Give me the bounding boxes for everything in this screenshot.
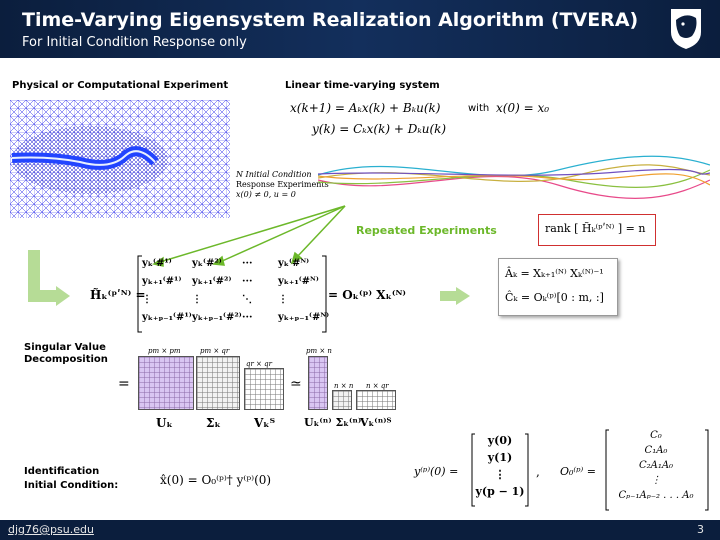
response-curves: [318, 155, 710, 199]
ystack-entry: y(1): [487, 451, 513, 464]
o0-entry: C₁A₀: [644, 445, 668, 456]
hankel-rhs: = Oₖ⁽ᵖ⁾ Xₖ⁽ᴺ⁾: [328, 288, 406, 302]
estimates-box: Âₖ = Xₖ₊₁⁽ᴺ⁾ Xₖ⁽ᴺ⁾⁻¹ Ĉₖ = Oₖ⁽ᵖ⁾[0 : m, :…: [498, 258, 618, 316]
hankel-matrix: yₖ⁽#¹⁾ yₖ⁽#²⁾ ··· yₖ⁽#ᴺ⁾ yₖ₊₁⁽#¹⁾ yₖ₊₁⁽#²⁾ ···…: [142, 258, 329, 332]
hankel-cell: ···: [242, 258, 253, 269]
dim-v: qr × qr: [246, 360, 272, 368]
output-equation: y(k) = Cₖx(k) + Dₖu(k): [312, 122, 447, 136]
o0-entry: ⋮: [651, 475, 661, 486]
footer-bar: djg76@psu.edu 3: [0, 520, 720, 540]
hankel-cell: yₖ⁽#ᴺ⁾: [278, 258, 310, 269]
un-sigman-label: Uₖ⁽ⁿ⁾ Σₖ⁽ⁿ⁾: [304, 416, 362, 429]
un-matrix-grid: [308, 356, 328, 410]
svd-heading-line2: Decomposition: [24, 354, 108, 365]
hankel-cell: yₖ₊₁⁽#²⁾: [192, 276, 232, 287]
initial-condition-equation: x(0) = x₀: [496, 101, 550, 115]
title-bar: Time-Varying Eigensystem Realization Alg…: [0, 0, 720, 58]
dim-u: pm × pm: [148, 347, 181, 355]
hankel-cell: yₖ⁽#²⁾: [192, 258, 222, 269]
ident-heading-line1: Identification: [24, 466, 100, 477]
hankel-brackets: [137, 255, 327, 333]
ystack-entry: ⋮: [494, 468, 506, 481]
ystack-lhs: y⁽ᵖ⁾(0) =: [414, 465, 459, 478]
dim-sigma: pm × qr: [200, 347, 230, 355]
svd-heading-line1: Singular Value: [24, 342, 106, 353]
ident-heading-line2: Initial Condition:: [24, 480, 119, 491]
experiments-line2: Response Experiments: [236, 180, 329, 189]
hankel-lhs: H̃ₖ⁽ᵖʹᴺ⁾ =: [90, 288, 146, 302]
u-label: Uₖ: [156, 416, 173, 430]
hankel-cell: yₖ₊₁⁽#ᴺ⁾: [278, 276, 319, 287]
hankel-cell: ⋮: [192, 294, 202, 305]
hankel-cell: ⋮: [278, 294, 288, 305]
ystack-comma: ,: [536, 465, 540, 479]
experiments-line3: x(0) ≠ 0, u = 0: [236, 190, 296, 199]
hankel-cell: yₖ₊ₚ₋₁⁽#ᴺ⁾: [278, 312, 330, 323]
o0-brackets: [605, 429, 709, 511]
dim-vn: n × qr: [366, 382, 389, 390]
hankel-cell: ⋮: [142, 294, 152, 305]
o0-entry: Cₚ₋₁Aₚ₋₂ . . . A₀: [618, 490, 694, 501]
o0-lhs: O₀⁽ᵖ⁾ =: [560, 465, 596, 478]
vn-label: Vₖ⁽ⁿ⁾ᵀ: [360, 416, 392, 429]
o0-vector: C₀ C₁A₀ C₂A₁A₀ ⋮ Cₚ₋₁Aₚ₋₂ . . . A₀: [608, 430, 704, 510]
hankel-cell: yₖ⁽#¹⁾: [142, 258, 172, 269]
hankel-cell: yₖ₊ₚ₋₁⁽#¹⁾: [142, 312, 192, 323]
o0-entry: C₂A₁A₀: [638, 460, 674, 471]
u-matrix-grid: [138, 356, 194, 410]
ystack-entry: y(p − 1): [475, 485, 525, 498]
x0-hat-equation: x̂(0) = O₀⁽ᵖ⁾† y⁽ᵖ⁾(0): [160, 473, 272, 487]
svd-approx: ≃: [290, 376, 302, 392]
v-matrix-grid: [244, 368, 284, 410]
vn-matrix-grid: [356, 390, 396, 410]
experiments-line1: N Initial Condition: [236, 170, 312, 179]
svd-equals: =: [118, 376, 130, 392]
v-label: Vₖᵀ: [254, 416, 276, 430]
a-hat-equation: Âₖ = Xₖ₊₁⁽ᴺ⁾ Xₖ⁽ᴺ⁾⁻¹: [505, 267, 604, 280]
sigma-matrix-grid: [196, 356, 240, 410]
hankel-cell: yₖ₊₁⁽#¹⁾: [142, 276, 182, 287]
hankel-cell: ···: [242, 312, 253, 323]
ystack-brackets: [471, 433, 529, 507]
dim-un: pm × n: [306, 347, 332, 355]
system-heading: Linear time-varying system: [285, 80, 440, 91]
slide-title: Time-Varying Eigensystem Realization Alg…: [22, 9, 639, 31]
sigma-label: Σₖ: [206, 416, 221, 430]
hankel-cell: ⋱: [242, 294, 252, 305]
hankel-cell: ···: [242, 276, 253, 287]
o0-entry: C₀: [650, 430, 662, 441]
hankel-cell: yₖ₊ₚ₋₁⁽#²⁾: [192, 312, 242, 323]
c-hat-equation: Ĉₖ = Oₖ⁽ᵖ⁾[0 : m, :]: [505, 291, 604, 304]
sigman-matrix-grid: [332, 390, 352, 410]
with-label: with: [468, 103, 490, 114]
experiment-heading: Physical or Computational Experiment: [12, 80, 229, 91]
author-email-link[interactable]: djg76@psu.edu: [8, 523, 94, 536]
slide-subtitle: For Initial Condition Response only: [22, 35, 247, 50]
page-number: 3: [697, 523, 704, 536]
rank-condition-box: rank [ H̃ₖ⁽ᵖʹᴺ⁾ ] = n: [538, 214, 656, 246]
rank-equation: rank [ H̃ₖ⁽ᵖʹᴺ⁾ ] = n: [545, 222, 646, 235]
state-equation: x(k+1) = Aₖx(k) + Bₖu(k): [290, 101, 441, 115]
dim-sigman: n × n: [334, 382, 354, 390]
repeated-experiments-label: Repeated Experiments: [356, 224, 497, 237]
ystack-vector: y(0) y(1) ⋮ y(p − 1): [474, 434, 526, 506]
nittany-lion-logo-icon: [671, 9, 701, 49]
cfd-mesh-image: [10, 100, 230, 218]
ystack-entry: y(0): [487, 434, 513, 447]
